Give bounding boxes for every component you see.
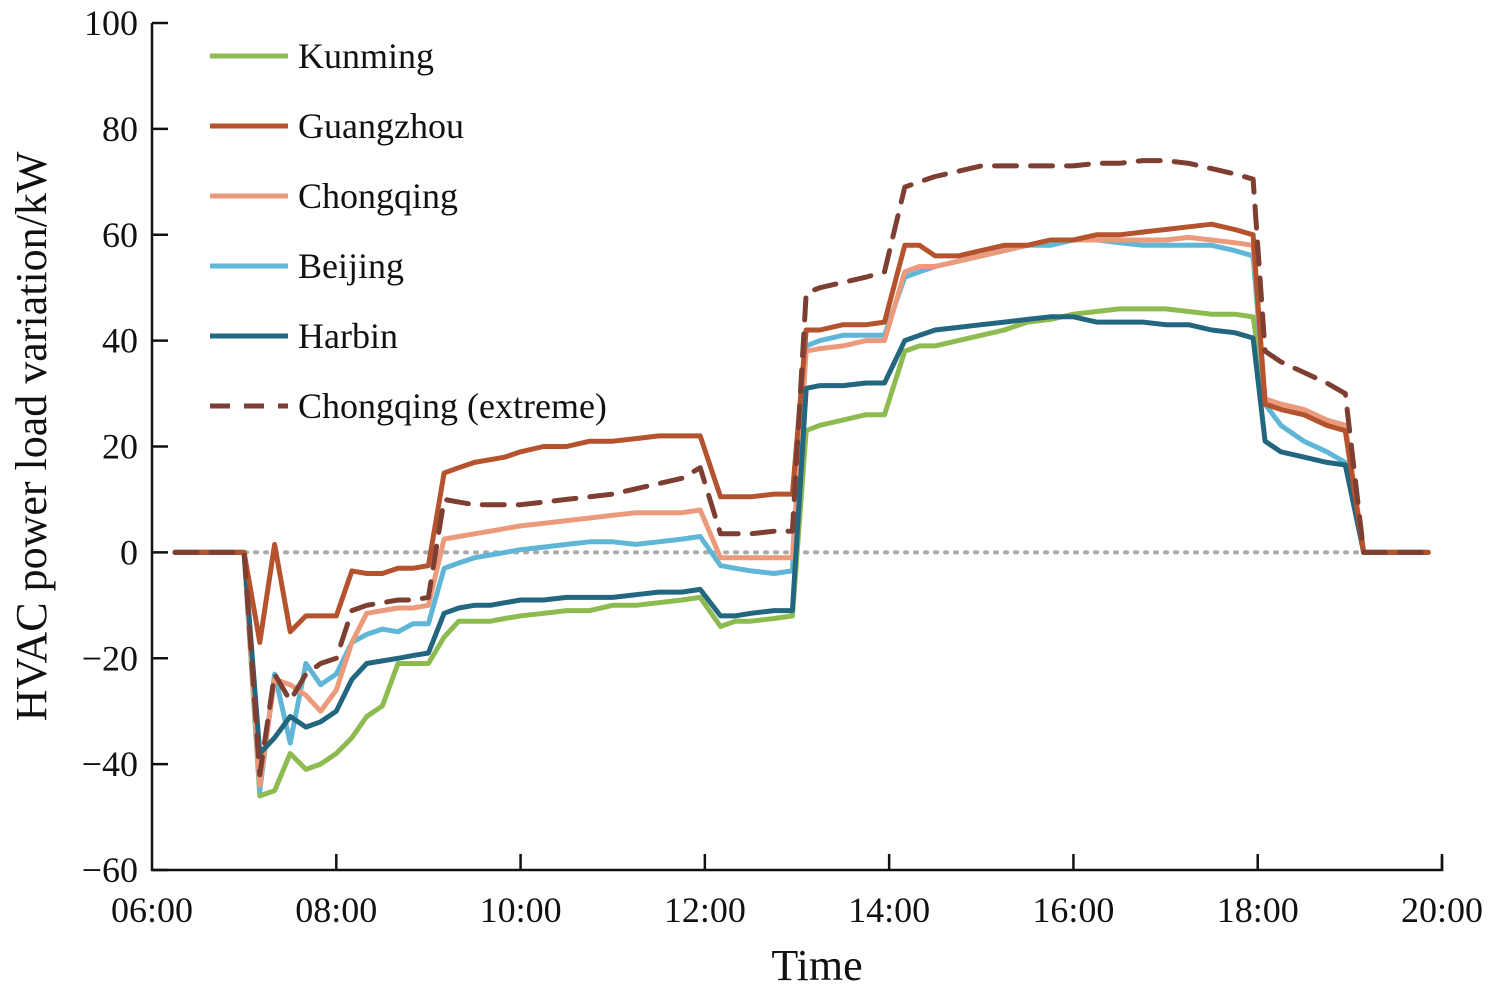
y-axis-ticks: 100 80 60 40 20 0 −20 −40 −60 <box>82 3 168 890</box>
y-tick-label: 60 <box>102 215 138 255</box>
legend-label: Harbin <box>298 316 398 356</box>
series-line-chongqing-extreme <box>172 158 1431 778</box>
legend: Kunming Guangzhou Chongqing Beijing Harbin Ch… <box>210 36 607 426</box>
legend-label: Guangzhou <box>298 106 464 146</box>
legend-label: Kunming <box>298 36 434 76</box>
x-tick-label: 16:00 <box>1032 890 1114 930</box>
x-tick-label: 06:00 <box>111 890 193 930</box>
x-tick-label: 08:00 <box>295 890 377 930</box>
legend-label: Chongqing <box>298 176 458 216</box>
series-line-harbin <box>172 314 1431 756</box>
series-line-chongqing <box>172 234 1431 788</box>
y-tick-label: −60 <box>82 850 138 890</box>
legend-label: Beijing <box>298 246 404 286</box>
x-tick-label: 12:00 <box>664 890 746 930</box>
x-tick-label: 10:00 <box>480 890 562 930</box>
y-tick-label: 100 <box>84 3 138 43</box>
series-line-kunming <box>172 306 1431 799</box>
y-tick-label: 80 <box>102 109 138 149</box>
x-tick-label: 20:00 <box>1401 890 1483 930</box>
x-axis-label: Time <box>771 941 862 990</box>
series-line-beijing <box>172 237 1431 794</box>
y-axis-label: HVAC power load variation/kW <box>7 151 56 721</box>
y-tick-label: 20 <box>102 427 138 467</box>
x-tick-label: 14:00 <box>848 890 930 930</box>
y-tick-label: −40 <box>82 744 138 784</box>
x-tick-label: 18:00 <box>1217 890 1299 930</box>
y-tick-label: 40 <box>102 321 138 361</box>
x-axis-ticks: 06:00 08:00 10:00 12:00 14:00 16:00 18:00 20:00 <box>111 854 1483 930</box>
series-group <box>172 158 1431 799</box>
legend-label: Chongqing (extreme) <box>298 386 607 426</box>
y-tick-label: −20 <box>82 638 138 678</box>
y-tick-label: 0 <box>120 532 138 572</box>
series-line-guangzhou <box>172 221 1431 645</box>
